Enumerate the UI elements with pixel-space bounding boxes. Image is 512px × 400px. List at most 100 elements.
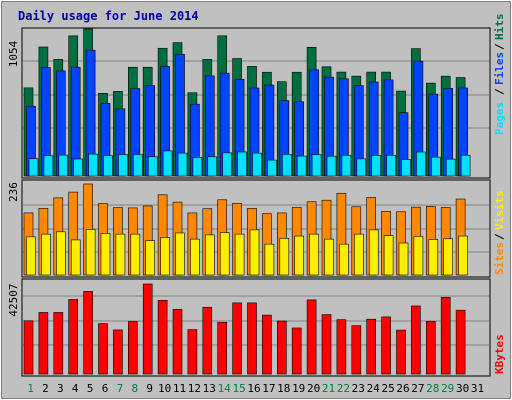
bar-kbytes-day-21 [321, 314, 332, 375]
bars-visits-sites [23, 183, 468, 276]
bar-pages-day-28 [430, 156, 441, 177]
bar-sites-day-21 [324, 238, 334, 276]
bar-pages-day-2 [43, 155, 54, 177]
bar-kbytes-day-5 [83, 291, 93, 375]
bar-pages-day-3 [58, 154, 69, 177]
bar-kbytes-day-20 [306, 299, 317, 375]
bar-sites-day-11 [175, 232, 185, 276]
bar-sites-day-9 [145, 240, 155, 276]
y-max-label-middle: 236 [7, 182, 20, 202]
bar-pages-day-21 [326, 155, 337, 177]
bar-sites-day-17 [264, 243, 275, 276]
bar-sites-day-24 [368, 229, 379, 276]
bar-kbytes-day-24 [366, 318, 377, 375]
legend-sep-2: / [493, 43, 506, 50]
bar-kbytes-day-14 [217, 322, 227, 375]
bar-kbytes-day-26 [396, 329, 406, 375]
bar-pages-day-20 [311, 154, 322, 177]
chart-title: Daily usage for June 2014 [18, 9, 199, 23]
bar-kbytes-day-1 [23, 320, 34, 375]
bar-pages-day-26 [401, 159, 411, 177]
bar-kbytes-day-7 [113, 329, 123, 375]
bar-pages-day-6 [103, 155, 113, 177]
x-tick-label-2: 2 [42, 382, 49, 395]
x-tick-label-3: 3 [57, 382, 64, 395]
x-tick-label-4: 4 [72, 382, 79, 395]
bar-pages-day-23 [356, 158, 367, 177]
bars-kbytes [23, 283, 466, 375]
legend-pages: Pages [493, 102, 506, 135]
x-tick-label-10: 10 [158, 382, 171, 395]
bar-pages-day-22 [341, 155, 352, 177]
bar-sites-day-4 [70, 239, 81, 276]
bar-pages-day-18 [281, 154, 292, 177]
legend-sites: Sites [493, 242, 506, 275]
bar-sites-day-16 [249, 229, 260, 276]
bar-pages-day-4 [73, 158, 83, 177]
legend-sep-1: / [493, 88, 506, 95]
bar-kbytes-day-17 [262, 314, 272, 375]
bar-pages-day-24 [371, 155, 382, 177]
x-tick-label-9: 9 [146, 382, 153, 395]
y-max-label-top: 1054 [7, 40, 20, 67]
x-tick-label-18: 18 [277, 382, 290, 395]
legend-middle: Sites / Visits [493, 190, 506, 275]
x-tick-label-14: 14 [218, 382, 232, 395]
bar-pages-day-30 [460, 154, 471, 177]
x-tick-label-23: 23 [352, 382, 365, 395]
bar-kbytes-day-11 [172, 309, 183, 375]
bar-kbytes-day-23 [351, 325, 362, 375]
bar-pages-day-29 [445, 158, 456, 177]
legend-files: Files [493, 52, 506, 85]
bar-pages-day-7 [118, 154, 128, 177]
x-tick-label-17: 17 [262, 382, 275, 395]
x-tick-label-28: 28 [426, 382, 439, 395]
bars-hits-files-pages [23, 28, 471, 177]
legend-kbytes: KBytes [493, 334, 506, 374]
bar-sites-day-23 [353, 233, 364, 276]
bar-pages-day-27 [416, 151, 426, 177]
bar-sites-day-8 [130, 233, 141, 276]
x-tick-label-22: 22 [337, 382, 350, 395]
bar-kbytes-day-27 [411, 305, 421, 375]
bar-kbytes-day-12 [187, 329, 198, 375]
x-tick-label-30: 30 [456, 382, 469, 395]
x-tick-label-29: 29 [441, 382, 454, 395]
bar-kbytes-day-25 [381, 316, 391, 375]
bar-sites-day-22 [339, 243, 349, 276]
bar-sites-day-10 [160, 237, 170, 276]
bar-kbytes-day-19 [291, 327, 302, 375]
x-tick-label-31: 31 [471, 382, 484, 395]
x-tick-label-6: 6 [102, 382, 109, 395]
bar-pages-day-13 [207, 156, 218, 177]
bar-sites-day-7 [115, 233, 126, 276]
x-tick-label-26: 26 [396, 382, 409, 395]
bar-sites-day-5 [85, 229, 96, 276]
x-tick-label-5: 5 [87, 382, 94, 395]
bar-sites-day-20 [309, 233, 319, 276]
bar-kbytes-day-13 [202, 306, 213, 375]
bar-kbytes-day-28 [425, 321, 436, 375]
bar-sites-day-1 [26, 236, 36, 276]
bar-sites-day-6 [100, 233, 111, 276]
bar-kbytes-day-9 [142, 283, 153, 375]
legend-hits: Hits [493, 14, 506, 41]
bar-sites-day-29 [443, 238, 454, 276]
legend-bottom: KBytes [493, 334, 506, 374]
bar-pages-day-1 [28, 158, 39, 177]
legend-top: Pages / Files / Hits [493, 14, 506, 136]
bar-kbytes-day-18 [276, 320, 287, 375]
x-tick-label-19: 19 [292, 382, 305, 395]
bar-sites-day-2 [41, 233, 51, 276]
bar-pages-day-15 [237, 151, 247, 177]
bar-sites-day-30 [458, 235, 468, 276]
bar-sites-day-25 [383, 235, 394, 276]
bar-sites-day-14 [219, 232, 230, 276]
bar-pages-day-19 [296, 155, 307, 177]
x-tick-label-7: 7 [117, 382, 124, 395]
bar-pages-day-11 [177, 152, 188, 177]
y-max-label-bottom: 42507 [7, 283, 20, 316]
bar-kbytes-day-15 [232, 302, 242, 375]
